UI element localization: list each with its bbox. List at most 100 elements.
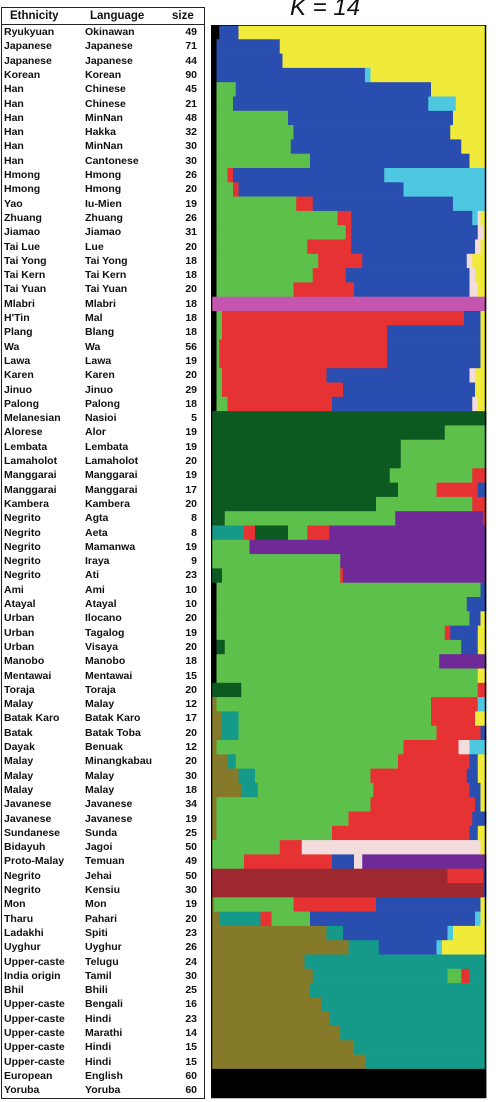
population-bar bbox=[211, 668, 487, 684]
ancestry-segment-blue bbox=[238, 182, 404, 197]
ancestry-segment-yellow bbox=[475, 382, 487, 398]
language-cell: Iraya bbox=[85, 555, 110, 568]
ancestry-segment-green bbox=[222, 568, 341, 583]
ancestry-segment-black bbox=[211, 353, 217, 369]
table-row: Han MinNan 30 bbox=[2, 139, 204, 153]
ancestry-segment-red bbox=[293, 897, 377, 912]
ethnicity-cell: Uyghur bbox=[4, 941, 41, 954]
population-bar bbox=[211, 582, 487, 598]
population-bar bbox=[211, 139, 487, 154]
size-value: 20 bbox=[185, 755, 197, 768]
size-value: 9 bbox=[191, 555, 197, 568]
population-bar bbox=[211, 768, 487, 784]
language-cell: Lawa bbox=[85, 354, 112, 367]
ancestry-segment-olive bbox=[211, 954, 305, 970]
language-cell: Hindi bbox=[85, 1041, 112, 1054]
ancestry-segment-black bbox=[211, 597, 217, 612]
ancestry-segment-green bbox=[216, 168, 228, 183]
ancestry-segment-yellow bbox=[477, 625, 487, 641]
ancestry-segment-yellow bbox=[469, 153, 487, 169]
language-cell: Atayal bbox=[85, 598, 117, 610]
ethnicity-cell: Atayal bbox=[4, 598, 36, 610]
language-cell: Japanese bbox=[85, 54, 133, 67]
ancestry-segment-red bbox=[431, 711, 476, 726]
ancestry-segment-black bbox=[211, 625, 217, 641]
ancestry-segment-pink bbox=[475, 239, 481, 255]
ancestry-segment-lightblue bbox=[436, 940, 443, 955]
ancestry-segment-black bbox=[211, 182, 217, 197]
population-bar bbox=[211, 954, 487, 970]
size-value: 20 bbox=[185, 726, 197, 739]
ancestry-segment-yellow bbox=[431, 82, 487, 97]
ethnicity-cell: Negrito bbox=[4, 869, 41, 882]
table-row: Upper-caste Telugu 24 bbox=[2, 955, 204, 969]
size-value: 19 bbox=[185, 354, 197, 367]
ancestry-segment-darkred bbox=[211, 883, 484, 898]
table-row: Hmong Hmong 20 bbox=[2, 182, 204, 196]
language-cell: Benuak bbox=[85, 741, 123, 753]
language-cell: Agta bbox=[85, 512, 109, 525]
ancestry-segment-red bbox=[436, 725, 481, 741]
ancestry-segment-red bbox=[222, 382, 344, 398]
language-cell: Javanese bbox=[85, 812, 133, 825]
population-bar bbox=[211, 296, 487, 312]
ancestry-segment-darkgreen bbox=[211, 425, 446, 440]
ancestry-segment-olive bbox=[211, 925, 327, 941]
ethnicity-cell: Manobo bbox=[4, 655, 45, 668]
table-row: Ryukyuan Okinawan 49 bbox=[2, 25, 204, 39]
population-table: Ethnicity Language size Ryukyuan Okinawan… bbox=[1, 7, 205, 1099]
ancestry-segment-yellow bbox=[477, 754, 487, 769]
language-cell: Japanese bbox=[85, 40, 133, 53]
language-cell: Hmong bbox=[85, 183, 122, 196]
ancestry-segment-green bbox=[216, 253, 319, 269]
ancestry-segment-black bbox=[211, 53, 217, 69]
ethnicity-cell: Plang bbox=[4, 326, 33, 339]
size-value: 60 bbox=[185, 1069, 197, 1082]
ethnicity-cell: Batak Karo bbox=[4, 712, 60, 725]
population-bar bbox=[211, 925, 487, 941]
ancestry-segment-green bbox=[255, 768, 371, 784]
language-cell: Hakka bbox=[85, 126, 116, 139]
size-value: 17 bbox=[185, 483, 197, 496]
language-cell: Telugu bbox=[85, 955, 119, 968]
ancestry-segment-blue bbox=[290, 139, 462, 154]
ancestry-segment-yellow bbox=[453, 110, 487, 126]
ancestry-segment-blue bbox=[216, 39, 281, 54]
ancestry-segment-green bbox=[257, 782, 374, 798]
language-cell: Ilocano bbox=[85, 612, 122, 625]
table-row: Upper-caste Hindi 23 bbox=[2, 1012, 204, 1026]
size-value: 34 bbox=[185, 798, 197, 811]
table-row: Han Cantonese 30 bbox=[2, 154, 204, 168]
table-row: Malay Malay 12 bbox=[2, 697, 204, 711]
ancestry-segment-black bbox=[211, 225, 217, 240]
size-value: 20 bbox=[185, 240, 197, 253]
table-row: Ladakhi Spiti 23 bbox=[2, 926, 204, 940]
population-bar bbox=[211, 182, 487, 197]
table-row: Upper-caste Hindi 15 bbox=[2, 1040, 204, 1054]
size-value: 30 bbox=[185, 154, 197, 167]
size-value: 8 bbox=[191, 512, 197, 525]
language-cell: Mon bbox=[85, 898, 107, 911]
ancestry-segment-red bbox=[370, 797, 476, 812]
ancestry-segment-blue bbox=[351, 239, 476, 255]
ethnicity-cell: Wa bbox=[4, 340, 20, 353]
population-bar bbox=[211, 940, 487, 955]
ancestry-segment-olive bbox=[211, 997, 322, 1012]
ancestry-segment-darkred bbox=[211, 868, 448, 884]
population-bar bbox=[211, 67, 487, 83]
population-bar bbox=[211, 496, 487, 512]
ancestry-segment-darkgreen bbox=[211, 482, 399, 498]
table-header: Ethnicity Language size bbox=[2, 8, 204, 25]
size-value: 8 bbox=[191, 526, 197, 539]
population-bar bbox=[211, 525, 487, 541]
ancestry-segment-blue bbox=[288, 110, 454, 126]
population-bar bbox=[211, 754, 487, 769]
ethnicity-cell: Han bbox=[4, 154, 24, 167]
ancestry-segment-olive bbox=[211, 697, 217, 712]
size-value: 30 bbox=[185, 884, 197, 896]
ethnicity-cell: Alorese bbox=[4, 426, 43, 439]
ancestry-segment-lightblue bbox=[403, 182, 487, 197]
ancestry-segment-blue bbox=[469, 782, 481, 798]
ancestry-segment-olive bbox=[211, 1054, 366, 1070]
population-bar bbox=[211, 339, 487, 355]
